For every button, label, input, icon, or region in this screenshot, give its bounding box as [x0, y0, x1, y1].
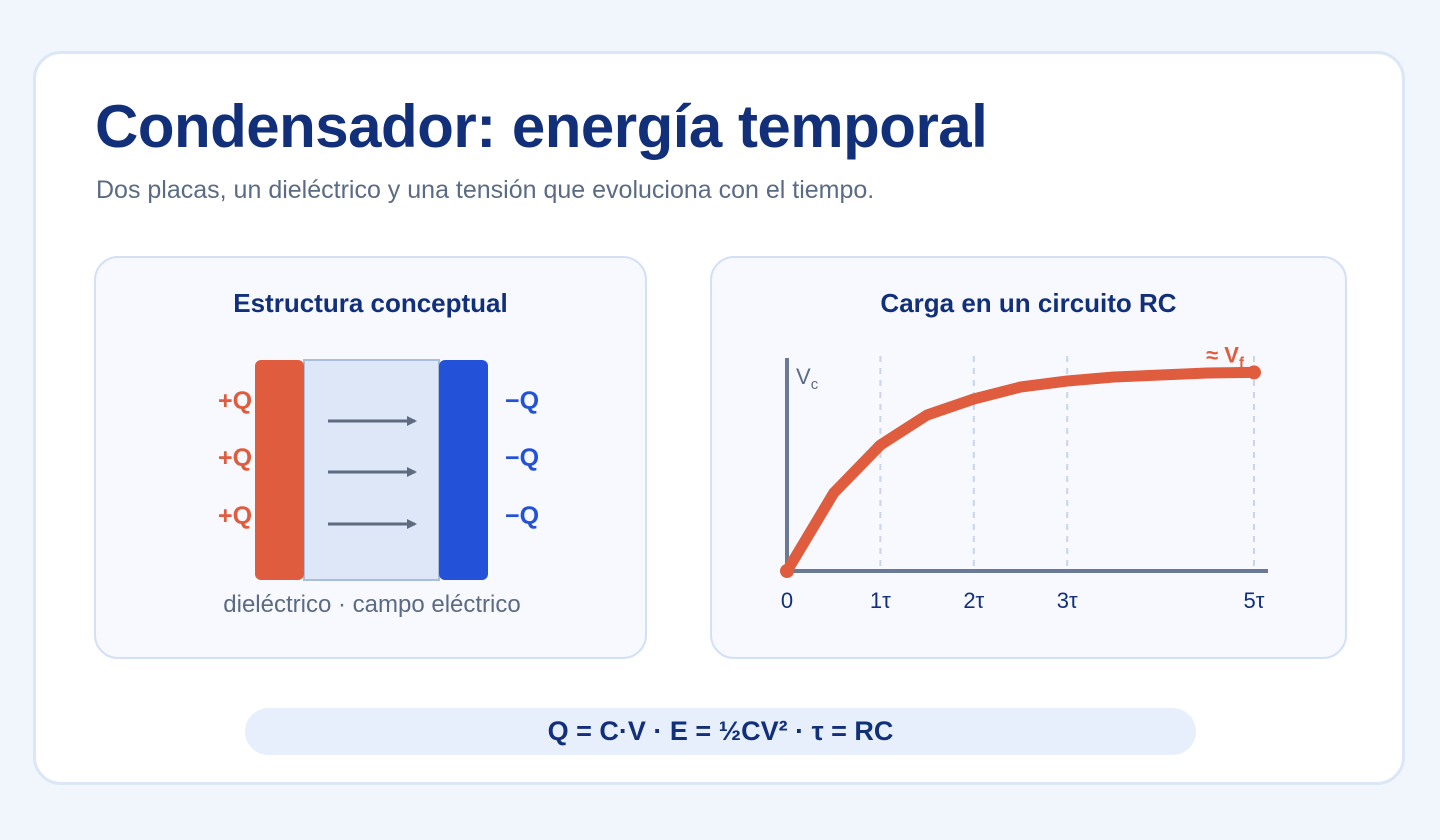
structure-panel-title: Estructura conceptual	[233, 288, 508, 318]
final-voltage-label: ≈ Vf	[1206, 342, 1245, 371]
rc-charge-chart: Vc ≈ Vf 0 1τ 2τ 3τ 5τ	[780, 342, 1268, 613]
negative-plate	[439, 360, 488, 580]
charge-curve-line	[781, 366, 1260, 577]
positive-charge-label: +Q	[218, 444, 252, 472]
capacitor-diagram: +Q +Q +Q −Q −Q −Q dieléctrico · campo el…	[218, 359, 539, 618]
negative-charge-label: −Q	[505, 444, 539, 472]
x-tick-labels: 0 1τ 2τ 3τ 5τ	[781, 588, 1265, 613]
chart-gridlines	[879, 356, 1255, 571]
chart-panel-title: Carga en un circuito RC	[880, 288, 1177, 318]
page-subtitle: Dos placas, un dieléctrico y una tensión…	[96, 176, 875, 204]
dielectric	[303, 359, 440, 581]
x-tick-label: 2τ	[963, 588, 984, 613]
dielectric-caption: dieléctrico · campo eléctrico	[223, 591, 520, 618]
negative-charge-label: −Q	[505, 387, 539, 415]
structure-panel: Estructura conceptual +Q +Q +Q −Q −Q −Q …	[94, 256, 647, 659]
negative-charge-label: −Q	[505, 502, 539, 530]
positive-charge-label: +Q	[218, 502, 252, 530]
curve-end-point	[1246, 365, 1261, 380]
x-tick-label: 1τ	[870, 588, 891, 613]
page-title: Condensador: energía temporal	[95, 93, 988, 160]
x-tick-label: 0	[781, 588, 793, 613]
curve-start-point	[780, 564, 794, 578]
chart-panel: Carga en un circuito RC Vc ≈ Vf 0 1τ 2τ 3τ 5…	[710, 256, 1347, 659]
x-tick-label: 5τ	[1244, 588, 1265, 613]
y-axis-label: Vc	[796, 364, 819, 393]
x-tick-label: 3τ	[1057, 588, 1078, 613]
positive-charge-label: +Q	[218, 387, 252, 415]
formula-bar: Q = C·V · E = ½CV² · τ = RC	[245, 708, 1196, 755]
positive-plate	[255, 360, 304, 580]
